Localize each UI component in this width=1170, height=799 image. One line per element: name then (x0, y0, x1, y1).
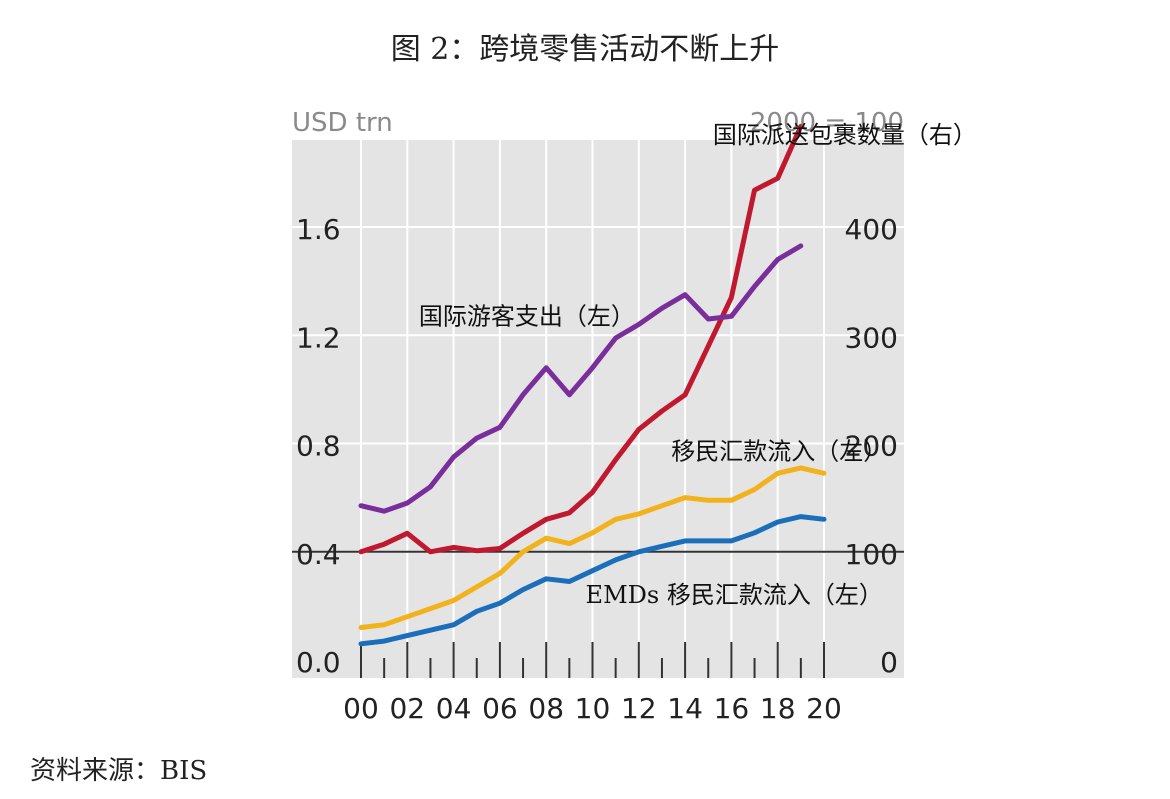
series-annotations: 国际派送包裹数量（右） 国际游客支出（左） 移民汇款流入（左） EMDs 移民汇款流入… (419, 121, 977, 609)
x-tick-label: 16 (714, 692, 750, 725)
y-right-tick-label: 400 (845, 213, 898, 246)
x-tick-label: 18 (760, 692, 796, 725)
x-tick-label: 10 (575, 692, 611, 725)
chart-title: 图 2：跨境零售活动不断上升 (390, 32, 780, 67)
x-tick-label: 00 (343, 692, 379, 725)
source-note: 资料来源：BIS (30, 756, 208, 786)
gridlines (292, 140, 904, 678)
x-tick-label: 04 (436, 692, 472, 725)
y-left-tick-label: 0.8 (296, 430, 341, 463)
series-annotation: 国际游客支出（左） (419, 302, 635, 330)
x-tick-label: 02 (389, 692, 425, 725)
y-left-tick-label: 1.6 (296, 213, 341, 246)
x-tick-label: 12 (621, 692, 657, 725)
x-tick-label: 20 (806, 692, 842, 725)
x-tick-label: 06 (482, 692, 518, 725)
plot-background (292, 140, 904, 678)
y-right-tick-label: 0 (880, 646, 898, 679)
series-line-0 (358, 123, 804, 555)
series-annotation: EMDs 移民汇款流入（左） (586, 581, 883, 609)
series-line-2 (358, 465, 827, 630)
y-left-tick-label: 0.0 (296, 646, 341, 679)
series-annotation: 移民汇款流入（左） (671, 438, 887, 466)
y-right-tick-label: 300 (845, 321, 898, 354)
x-tick-label: 14 (667, 692, 703, 725)
left-axis-unit-label: USD trn (292, 108, 393, 138)
y-left-tick-label: 1.2 (296, 321, 341, 354)
series-annotation: 国际派送包裹数量（右） (713, 121, 977, 149)
y-left-tick-label: 0.4 (296, 538, 341, 571)
x-tick-marks (360, 642, 825, 678)
x-tick-label: 08 (528, 692, 564, 725)
axis-labels: USD trn 2000 = 1000.00.40.81.21.601002003… (292, 108, 904, 725)
series-lines (358, 123, 827, 647)
y-right-tick-label: 100 (845, 538, 898, 571)
series-line-3 (358, 514, 827, 647)
series-line-1 (358, 243, 804, 514)
y-right-tick-label: 200 (845, 430, 898, 463)
right-axis-unit-label: 2000 = 100 (750, 108, 904, 138)
